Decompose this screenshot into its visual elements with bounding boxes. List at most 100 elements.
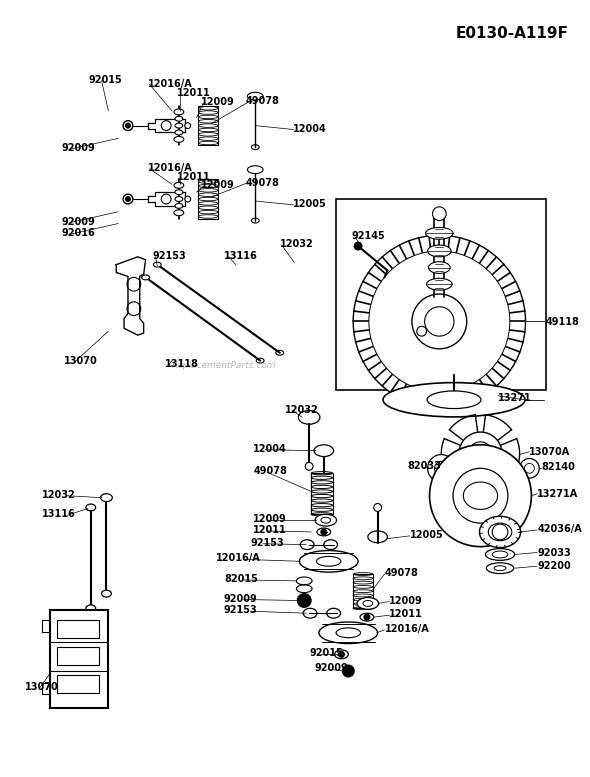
Ellipse shape [175,197,183,201]
Bar [198,179,218,218]
Ellipse shape [314,444,333,457]
Ellipse shape [463,482,497,510]
Circle shape [430,444,532,547]
Text: 49078: 49078 [245,96,279,106]
Circle shape [453,469,508,523]
Ellipse shape [336,628,360,638]
Ellipse shape [489,523,512,541]
Ellipse shape [486,549,514,560]
Circle shape [297,594,311,608]
Circle shape [428,455,455,482]
Ellipse shape [480,516,520,548]
Ellipse shape [175,124,183,128]
Ellipse shape [368,531,388,542]
Ellipse shape [299,551,358,572]
Text: 82033: 82033 [407,462,441,472]
Text: 12032: 12032 [42,490,76,500]
Circle shape [354,242,362,250]
Text: 49078: 49078 [385,568,418,578]
Text: 92033: 92033 [537,548,571,558]
Ellipse shape [383,382,525,417]
Ellipse shape [100,493,112,502]
Text: 82140: 82140 [541,462,575,472]
Text: 13070: 13070 [25,681,59,692]
Circle shape [353,235,526,408]
Ellipse shape [357,598,379,609]
Circle shape [425,307,454,336]
Bar [50,610,109,708]
Ellipse shape [101,591,112,597]
Circle shape [321,529,327,535]
Text: 92145: 92145 [351,232,385,242]
Ellipse shape [428,245,451,257]
Ellipse shape [428,262,450,274]
Text: E0130-A119F: E0130-A119F [455,26,569,40]
Circle shape [364,614,370,620]
Ellipse shape [175,117,183,121]
Ellipse shape [315,514,336,526]
Text: 12009: 12009 [201,180,235,190]
Bar [57,675,99,692]
Text: 12032: 12032 [284,405,319,415]
Text: 92009: 92009 [61,217,95,227]
Text: 82015: 82015 [224,574,258,584]
Text: 13271A: 13271A [537,489,579,499]
Text: 92016: 92016 [61,228,95,239]
Text: 49078: 49078 [245,177,279,187]
Text: 12005: 12005 [410,530,444,540]
Ellipse shape [427,278,452,290]
Bar [336,199,546,390]
Text: 12016/A: 12016/A [148,163,192,172]
Ellipse shape [86,504,96,511]
Bar [198,106,218,145]
Text: 92009: 92009 [314,663,348,673]
Ellipse shape [425,228,453,239]
Text: 13116: 13116 [224,251,258,261]
Text: 12009: 12009 [201,97,235,107]
Text: ReplacementParts.com: ReplacementParts.com [172,361,277,370]
Circle shape [342,665,354,677]
Ellipse shape [86,605,96,611]
Ellipse shape [324,540,337,549]
Text: 12016/A: 12016/A [148,78,192,89]
Circle shape [185,123,191,128]
Ellipse shape [335,650,348,659]
Circle shape [320,490,327,498]
Text: 92009: 92009 [224,594,258,604]
Ellipse shape [486,563,514,573]
Text: 12016/A: 12016/A [385,624,430,634]
Text: 12032: 12032 [280,239,313,249]
Circle shape [185,196,191,202]
Text: 92153: 92153 [250,538,284,548]
Text: 12005: 12005 [293,199,326,209]
Ellipse shape [300,540,314,549]
Text: 92153: 92153 [224,605,258,615]
Circle shape [305,462,313,470]
Ellipse shape [174,210,184,216]
Text: 13070A: 13070A [529,447,571,457]
Text: 13116: 13116 [42,510,76,519]
Bar [57,620,99,638]
Circle shape [492,524,508,540]
Ellipse shape [303,608,317,618]
Circle shape [373,503,382,511]
Circle shape [123,194,133,204]
Ellipse shape [360,613,373,621]
Text: 49118: 49118 [546,316,580,326]
Text: 13070: 13070 [64,356,98,366]
Circle shape [126,124,130,128]
Circle shape [474,448,486,459]
Ellipse shape [175,190,183,194]
Ellipse shape [299,410,320,424]
Ellipse shape [319,622,378,643]
Text: 13271: 13271 [498,393,532,403]
Ellipse shape [175,204,183,208]
Ellipse shape [153,262,161,267]
Text: 12009: 12009 [389,596,423,605]
Ellipse shape [317,528,330,536]
Ellipse shape [427,391,481,409]
Ellipse shape [142,275,149,280]
Text: 92153: 92153 [152,251,186,261]
Bar [311,473,333,514]
Text: 12011: 12011 [177,89,211,99]
